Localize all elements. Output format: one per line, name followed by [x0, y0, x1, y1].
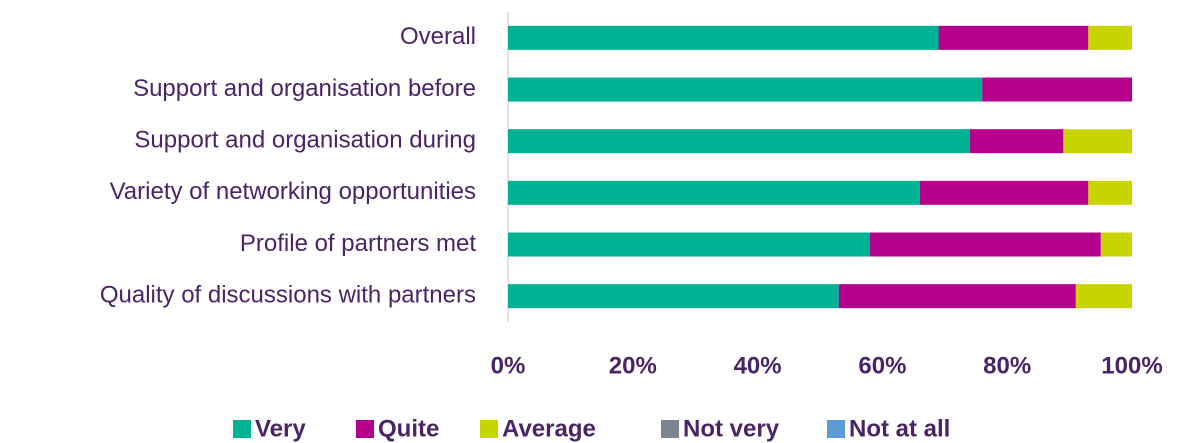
legend-label: Quite [378, 415, 439, 442]
x-tick-label: 60% [858, 352, 906, 379]
legend-swatch [827, 420, 845, 438]
category-label: Overall [400, 23, 476, 50]
bar-segment [919, 180, 1089, 205]
bar-segment [1088, 180, 1132, 205]
bar-segment [508, 129, 970, 154]
category-label: Quality of discussions with partners [100, 282, 476, 309]
bar-segment [508, 77, 983, 102]
bar-segment [1075, 284, 1132, 309]
legend-label: Not at all [849, 415, 950, 442]
bar-segment [1100, 232, 1132, 257]
legend-label: Not very [683, 415, 780, 442]
category-label: Support and organisation during [134, 127, 476, 154]
x-tick-label: 80% [983, 352, 1031, 379]
bar-segment [508, 25, 939, 50]
legend-label: Very [255, 415, 306, 442]
legend-swatch [661, 420, 679, 438]
legend-swatch [480, 420, 498, 438]
bar-segment [508, 232, 870, 257]
category-label: Variety of networking opportunities [110, 178, 476, 205]
bar-segment [869, 232, 1101, 257]
category-label: Support and organisation before [133, 75, 476, 102]
x-tick-label: 20% [609, 352, 657, 379]
bar-segment [1063, 129, 1132, 154]
x-tick-label: 100% [1101, 352, 1162, 379]
legend-swatch [356, 420, 374, 438]
bar-segment [508, 180, 920, 205]
x-tick-label: 40% [734, 352, 782, 379]
bar-segment [982, 77, 1132, 102]
category-label: Profile of partners met [240, 230, 476, 257]
bar-segment [838, 284, 1076, 309]
bar-segment [1088, 25, 1132, 50]
x-tick-label: 0% [491, 352, 526, 379]
bar-segment [508, 284, 839, 309]
bar-segment [969, 129, 1064, 154]
legend-swatch [233, 420, 251, 438]
bar-segment [938, 25, 1089, 50]
legend-label: Average [502, 415, 596, 442]
